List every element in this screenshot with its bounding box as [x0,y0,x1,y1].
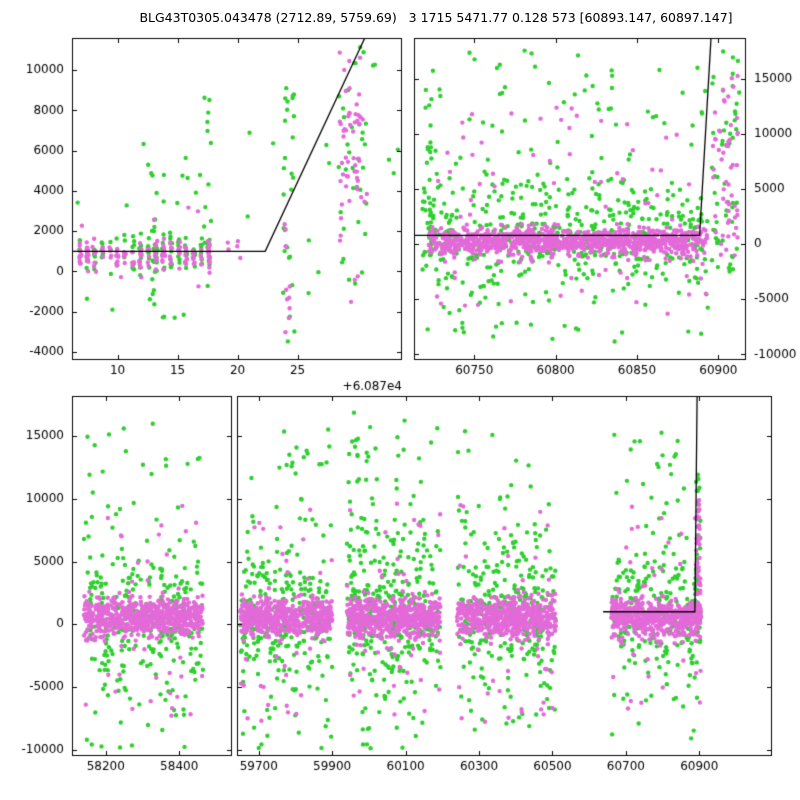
plot-full-light-curve [0,0,800,800]
light-curve-figure: BLG43T0305.043478 (2712.89, 5759.69) 3 1… [0,0,800,800]
